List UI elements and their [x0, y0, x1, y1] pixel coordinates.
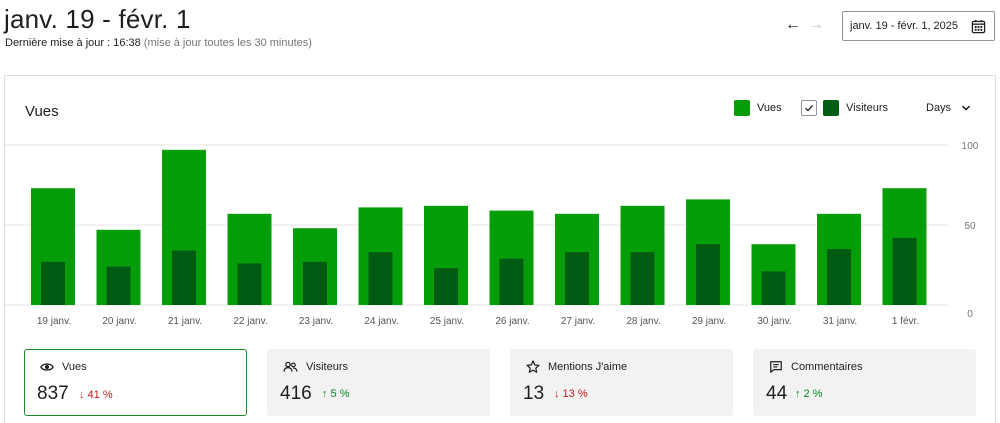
bar-visiteurs — [237, 263, 262, 305]
visiteurs-toggle-checkbox[interactable] — [801, 100, 817, 116]
vues-swatch — [734, 100, 750, 116]
stat-card-visiteurs[interactable]: Visiteurs 416 ↑ 5 % — [267, 349, 490, 416]
bar-visiteurs — [106, 266, 131, 305]
bar-visiteurs — [630, 252, 655, 305]
stat-delta: ↓ 13 % — [554, 388, 588, 400]
legend-visiteurs: Visiteurs — [801, 100, 888, 116]
visiteurs-swatch — [823, 100, 839, 116]
x-tick-label: 26 janv. — [495, 316, 529, 327]
previous-period-arrow-icon[interactable]: ← — [785, 16, 801, 33]
stats-card: Vues Vues Visiteurs Days 100 50 0 19 janv. 2… — [4, 75, 996, 423]
stat-value: 44 — [766, 383, 788, 404]
bar-visiteurs — [892, 237, 917, 305]
last-updated-time: Dernière mise à jour : 16:38 — [5, 37, 141, 49]
stat-label: Visiteurs — [306, 361, 348, 373]
bar-visiteurs — [303, 261, 327, 305]
star-icon — [526, 360, 540, 373]
bar-visiteurs — [827, 249, 851, 305]
x-tick-label: 22 janv. — [233, 316, 267, 327]
chart-title: Vues — [25, 103, 59, 120]
calendar-icon — [971, 19, 986, 34]
x-tick-label: 24 janv. — [364, 316, 398, 327]
bar-visiteurs — [434, 268, 458, 305]
stat-value: 837 — [37, 383, 69, 404]
x-tick-label: 31 janv. — [823, 316, 857, 327]
x-tick-label: 19 janv. — [37, 316, 71, 327]
stat-value: 416 — [280, 383, 312, 404]
stat-value: 13 — [523, 383, 545, 404]
stat-label: Vues — [62, 361, 87, 373]
eye-icon — [40, 363, 54, 371]
bar-visiteurs — [172, 250, 196, 305]
bar-visiteurs — [499, 258, 524, 305]
period-select-label: Days — [926, 102, 952, 114]
x-tick-label: 21 janv. — [168, 316, 202, 327]
x-tick-label: 28 janv. — [626, 316, 660, 327]
chevron-down-icon — [962, 105, 971, 111]
y-tick-label: 100 — [962, 141, 979, 152]
comment-icon — [770, 361, 782, 373]
x-tick-label: 23 janv. — [299, 316, 333, 327]
stat-label: Commentaires — [791, 361, 863, 373]
last-updated: Dernière mise à jour : 16:38 (mise à jou… — [5, 37, 312, 49]
page-title: janv. 19 - févr. 1 — [4, 4, 191, 34]
next-period-arrow-icon[interactable]: → — [808, 16, 824, 33]
people-icon — [283, 361, 298, 372]
date-range-picker[interactable]: janv. 19 - févr. 1, 2025 — [842, 11, 995, 41]
stat-head: Commentaires — [769, 360, 863, 374]
update-frequency-note: (mise à jour toutes les 30 minutes) — [143, 37, 312, 49]
x-tick-label: 27 janv. — [561, 316, 595, 327]
stat-label: Mentions J'aime — [548, 361, 628, 373]
legend-vues: Vues — [734, 100, 782, 116]
bar-chart: 100 50 0 19 janv. 20 janv. 21 janv. 22 janv. 23… — [5, 141, 979, 327]
bar-visiteurs — [761, 271, 786, 305]
checkmark-icon — [805, 104, 814, 112]
bar-visiteurs — [696, 244, 720, 305]
y-tick-label: 50 — [964, 221, 976, 232]
stat-head: Vues — [40, 360, 87, 374]
stat-card-commentaires[interactable]: Commentaires 44 ↑ 2 % — [753, 349, 976, 416]
y-tick-label: 0 — [967, 309, 973, 320]
x-tick-label: 30 janv. — [757, 316, 791, 327]
x-tick-label: 29 janv. — [692, 316, 726, 327]
bar-visiteurs — [368, 252, 393, 305]
stat-head: Mentions J'aime — [526, 360, 627, 374]
stat-delta: ↓ 41 % — [79, 389, 113, 401]
stat-delta: ↑ 5 % — [322, 388, 350, 400]
legend-vues-label: Vues — [757, 102, 782, 114]
stat-card-mentions-jaime[interactable]: Mentions J'aime 13 ↓ 13 % — [510, 349, 733, 416]
bar-visiteurs — [565, 252, 589, 305]
stat-card-vues[interactable]: Vues 837 ↓ 41 % — [24, 349, 247, 416]
stat-delta: ↑ 2 % — [795, 388, 823, 400]
legend-visiteurs-label: Visiteurs — [846, 102, 888, 114]
stat-head: Visiteurs — [283, 360, 348, 374]
x-tick-label: 20 janv. — [102, 316, 136, 327]
period-select[interactable]: Days — [926, 102, 971, 114]
x-tick-label: 1 févr. — [892, 316, 919, 327]
date-range-label: janv. 19 - févr. 1, 2025 — [850, 20, 959, 32]
x-tick-label: 25 janv. — [430, 316, 464, 327]
bar-visiteurs — [41, 261, 65, 305]
